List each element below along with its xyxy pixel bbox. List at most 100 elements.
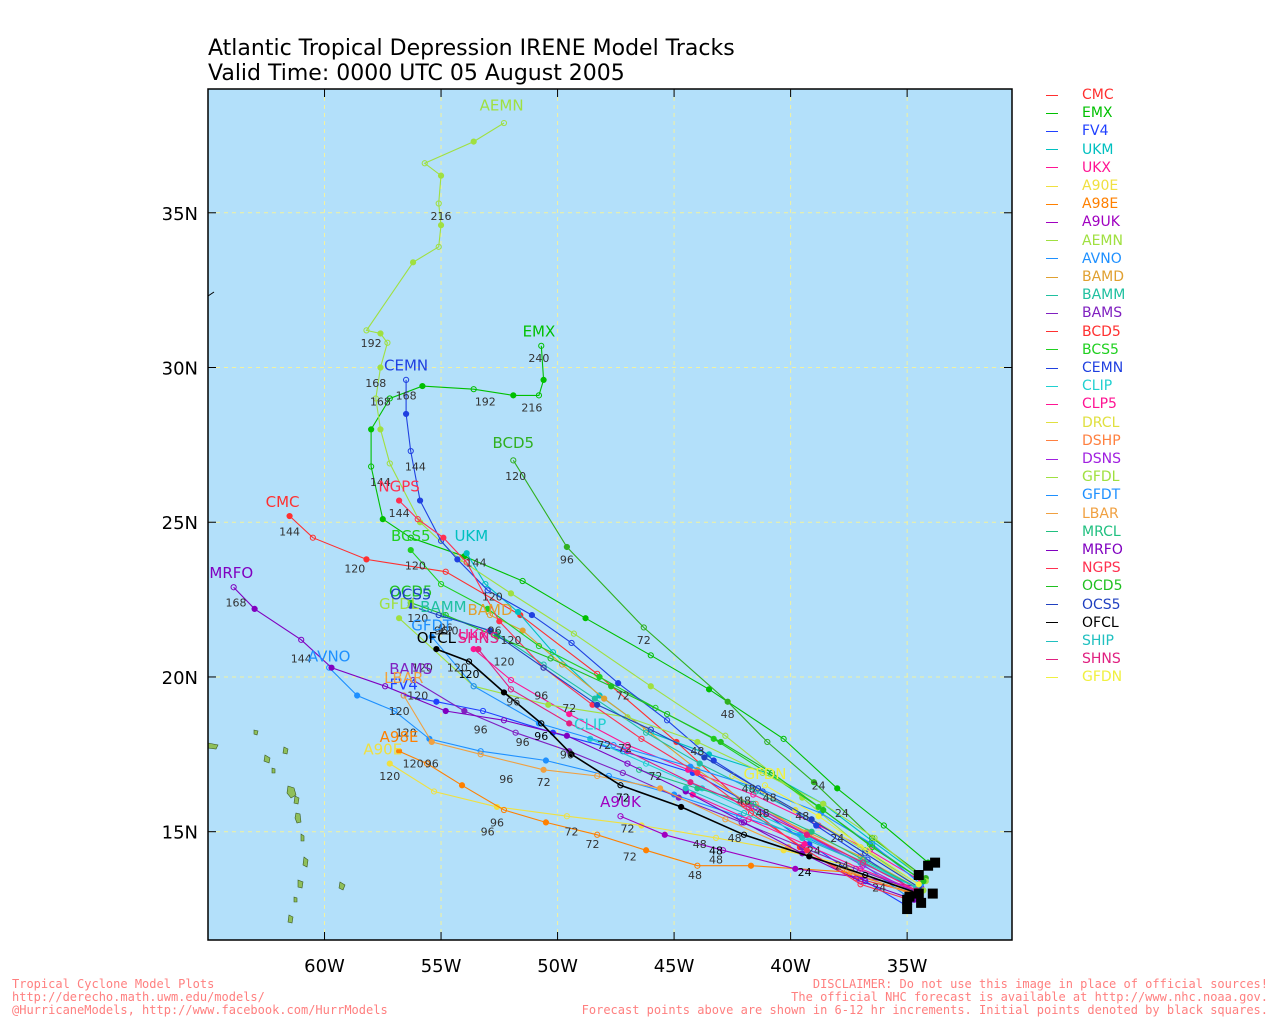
track-point — [400, 692, 407, 699]
track-point — [430, 788, 438, 795]
track-point — [636, 766, 643, 773]
track-name-label: CLIP — [574, 716, 606, 734]
track-name-label: LBAR — [384, 669, 423, 687]
legend-label: NGPS — [1082, 560, 1121, 577]
track-point — [764, 738, 771, 746]
island — [287, 914, 294, 924]
track-line-dsns — [750, 803, 917, 895]
island — [293, 795, 300, 805]
track-point — [594, 772, 601, 780]
forecast-hour-label: 96 — [534, 730, 548, 743]
legend-swatch — [1046, 676, 1058, 678]
track-point — [510, 457, 517, 464]
legend-label: MRCL — [1082, 523, 1121, 540]
track-point — [470, 683, 477, 690]
track-point — [657, 785, 664, 792]
track-point — [230, 584, 237, 591]
initial-point-square — [913, 888, 924, 899]
island — [297, 879, 304, 889]
legend-label: UKX — [1082, 159, 1112, 176]
track-point — [435, 200, 442, 207]
forecast-hour-label: 192 — [361, 337, 382, 350]
track-point — [379, 516, 386, 523]
forecast-hour-label: 120 — [344, 563, 365, 576]
x-tick-label: 40W — [770, 956, 811, 977]
track-point — [864, 847, 871, 854]
footer-right-1: DISCLAIMER: Do not use this image in pla… — [812, 977, 1268, 991]
legend-item-lbar: LBAR — [1046, 505, 1119, 523]
legend-item-clp5: CLP5 — [1046, 395, 1117, 413]
track-point — [617, 813, 624, 820]
legend-item-mrfo: MRFO — [1046, 541, 1123, 559]
forecast-hour-label: 48 — [756, 807, 770, 820]
legend-label: A90E — [1082, 178, 1119, 194]
track-point — [470, 386, 477, 393]
forecast-hour-label: 96 — [434, 625, 448, 638]
track-line-bams — [412, 679, 915, 892]
track-point — [871, 834, 878, 841]
forecast-hour-label: 24 — [830, 832, 844, 845]
track-line-a98e — [398, 750, 915, 895]
legend-swatch — [1046, 658, 1058, 660]
forecast-hour-label: 72 — [562, 702, 576, 715]
y-tick-label: 35N — [162, 204, 198, 225]
forecast-hour-label: 96 — [560, 748, 574, 761]
forecast-hour-label: 96 — [506, 696, 520, 709]
forecast-hour-label: 216 — [521, 402, 542, 415]
track-name-label: OFCL — [417, 629, 457, 647]
legend-label: BCD5 — [1082, 323, 1121, 340]
legend-swatch — [1046, 203, 1058, 205]
track-line-mrfo — [233, 586, 915, 901]
forecast-hour-label: 48 — [709, 844, 723, 857]
track-point — [435, 611, 442, 619]
legend-item-ocs5: OCS5 — [1046, 596, 1121, 614]
ocean-background — [208, 89, 1012, 940]
x-tick-label: 60W — [304, 956, 345, 977]
forecast-hour-label: 168 — [225, 597, 246, 610]
track-name-label: A98E — [380, 728, 419, 746]
grid-lines — [208, 89, 1012, 940]
track-point — [500, 119, 508, 127]
forecast-hour-label: 168 — [396, 389, 417, 402]
y-tick-label: 25N — [162, 513, 198, 534]
track-point — [507, 590, 515, 597]
forecast-hour-label: 120 — [482, 591, 503, 604]
track-point — [437, 172, 445, 179]
track-point — [500, 806, 508, 814]
legend-swatch — [1046, 549, 1058, 551]
initial-point-square — [916, 897, 927, 908]
forecast-hour-label: 144 — [405, 461, 426, 474]
forecast-hour-label: 48 — [742, 782, 756, 795]
forecast-hour-label: 120 — [403, 758, 424, 771]
track-point — [507, 676, 515, 684]
legend-swatch — [1046, 112, 1058, 114]
track-point — [803, 831, 811, 838]
axis-ticks: 60W 55W 50W 45W 40W 35W 15N 20N 25N 30N 35N — [162, 89, 1012, 977]
chart-subtitle: Valid Time: 0000 UTC 05 August 2005 — [208, 61, 625, 86]
legend-item-bamm: BAMM — [1046, 286, 1125, 304]
track-line-aemn — [365, 122, 924, 891]
forecast-hour-label: 72 — [648, 770, 662, 783]
track-point — [761, 782, 769, 789]
track-end-labels: CMCEMXFV4UKMUKXA90EA98EA9UKAEMNAVNOBAMDB… — [209, 97, 786, 811]
track-point — [880, 822, 887, 829]
track-name-label: OCD5 — [389, 583, 432, 601]
legend-swatch — [1046, 130, 1058, 132]
track-point — [484, 587, 491, 594]
legend-swatch — [1046, 440, 1058, 442]
forecast-hour-label: 96 — [490, 816, 504, 829]
track-point — [652, 704, 659, 712]
legend-swatch — [1046, 331, 1058, 333]
legend-swatch — [1046, 494, 1058, 496]
track-point — [368, 426, 375, 433]
forecast-hour-label: 96 — [499, 773, 513, 786]
legend-item-ofcl: OFCL — [1046, 614, 1119, 632]
track-point — [372, 395, 379, 402]
track-name-label: UKX — [458, 626, 489, 644]
track-name-label: GFDL — [379, 595, 420, 613]
forecast-hour-label: 72 — [637, 634, 651, 647]
track-point — [740, 831, 748, 838]
legend-label: DSHP — [1082, 432, 1121, 449]
initial-points — [902, 857, 941, 915]
track-point — [617, 782, 624, 789]
